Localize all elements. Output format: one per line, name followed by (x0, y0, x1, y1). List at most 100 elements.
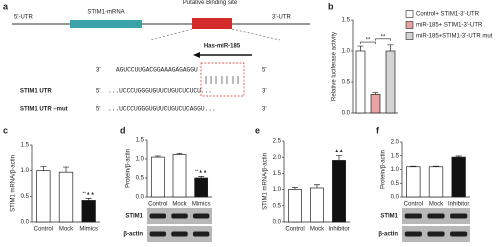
utr3-label: 3'-UTR (272, 15, 291, 21)
blot-band (427, 213, 445, 219)
error-bar (154, 155, 161, 158)
bar (406, 166, 421, 198)
y-tick-label: 1.5 (21, 143, 30, 149)
bar (355, 50, 366, 114)
row-name: STIM1 UTR (20, 89, 52, 95)
x-tick-label: Control (285, 227, 304, 233)
x-tick-label: Mock (172, 202, 187, 208)
site-label: Putative Binding site (182, 0, 238, 6)
legend-label: Control+ STIM1-3'-UTR (416, 12, 480, 18)
sig-label: **▲▲ (82, 191, 94, 196)
panel-label: b (328, 1, 334, 11)
y-tick-label: 0.5 (136, 176, 145, 182)
y-tick-label: 1.0 (273, 187, 282, 193)
mirna-seq: AGUCCUUGACGGAAAGAGAGGU (116, 67, 198, 74)
mirna-label: Has-miR-185 (204, 44, 241, 50)
mirna-3: 3' (96, 68, 100, 74)
row-seq: ...UCCCUGGGUGUUCUGUCUCUCU... (108, 88, 212, 95)
arrow-head (193, 52, 200, 58)
site-box (192, 18, 232, 29)
blot-band (450, 213, 468, 219)
bar (58, 171, 74, 223)
y-tick-label: 2.0 (273, 155, 282, 161)
error-bar (176, 152, 183, 155)
y-tick-label: 0.0 (136, 195, 145, 201)
blot-band (171, 231, 188, 237)
y-tick-label: 0.0 (342, 111, 351, 117)
x-tick-label: Inhibitor (328, 227, 349, 233)
bar (428, 166, 444, 198)
error-bar (85, 198, 92, 201)
row-5: 5' (96, 107, 100, 113)
x-tick-label: Control (404, 202, 423, 208)
row-name: STIM1 UTR –mut (20, 107, 68, 113)
bar (288, 189, 302, 223)
blot-label: STIM1 (125, 214, 143, 220)
bar (310, 187, 324, 223)
y-tick-label: 0.5 (21, 194, 30, 200)
row-3: 3' (262, 89, 266, 95)
error-bar (410, 165, 417, 167)
blot-band (149, 231, 167, 237)
blot-band (427, 231, 445, 237)
y-tick-label: 0.0 (21, 220, 30, 226)
sig-label: **▲▲ (195, 169, 207, 174)
panel-label: f (376, 125, 380, 135)
y-axis-title: STIM1 mRNA/β-actin (11, 155, 17, 212)
x-tick-label: Mimics (79, 227, 98, 233)
error-bar (198, 176, 205, 178)
bar (81, 200, 96, 223)
x-tick-label: Mock (310, 227, 325, 233)
sig-label: ** (381, 34, 386, 40)
y-tick-label: 2.0 (391, 140, 400, 146)
bar (385, 50, 396, 114)
utr5-label: 5'-UTR (14, 15, 33, 21)
error-bar (372, 92, 379, 95)
panel-label: d (120, 125, 126, 135)
blot-label: STIM1 (380, 214, 398, 220)
y-axis-title: Protein/β-actin (126, 149, 132, 188)
y-tick-label: 1.0 (136, 157, 145, 163)
sig-label: ▲▲ (335, 148, 344, 153)
legend-swatch (405, 32, 414, 40)
bar (194, 177, 209, 198)
y-tick-label: 1.5 (391, 153, 400, 159)
blot-band (192, 231, 210, 237)
y-tick-label: 1.0 (21, 168, 30, 174)
y-tick-label: 0.0 (273, 220, 282, 226)
row-5: 5' (96, 89, 100, 95)
blot-band (404, 213, 422, 219)
y-tick-label: 1.5 (273, 171, 282, 177)
bar (150, 156, 165, 198)
legend-swatch (405, 21, 414, 29)
blot-band (404, 231, 422, 237)
sig-bracket (360, 41, 376, 45)
blot-label: β-actin (123, 232, 143, 238)
y-tick-label: 1.5 (342, 18, 351, 24)
zoom-line (149, 28, 193, 41)
x-tick-label: Control (148, 202, 167, 208)
y-tick-label: 1.0 (342, 49, 351, 55)
legend-swatch (405, 10, 414, 18)
y-tick-label: 0.5 (273, 203, 282, 209)
bar (172, 154, 187, 198)
blot-label: β-actin (378, 232, 398, 238)
row-3: 3' (262, 107, 266, 113)
y-axis-title: STIM1 mRNA/β-actin (263, 153, 269, 210)
row-seq: ...UCCCUGGGUGUUCUGUCUCAGGU... (108, 106, 216, 113)
error-bar (433, 165, 439, 167)
error-bar (292, 187, 298, 190)
panel-label: e (255, 125, 260, 135)
zoom-line (231, 28, 281, 41)
x-tick-label: Mock (429, 202, 444, 208)
sig-bracket (375, 38, 391, 41)
blot-band (450, 231, 468, 237)
bar (370, 94, 381, 114)
x-tick-label: Control (34, 227, 53, 233)
y-tick-label: 0.5 (391, 181, 400, 187)
error-bar (455, 155, 462, 158)
legend-label: miR-185+ STIM1-3'-UTR (416, 23, 483, 29)
y-tick-label: 1.0 (391, 167, 400, 173)
error-bar (314, 184, 320, 188)
x-tick-label: Mock (59, 227, 74, 233)
